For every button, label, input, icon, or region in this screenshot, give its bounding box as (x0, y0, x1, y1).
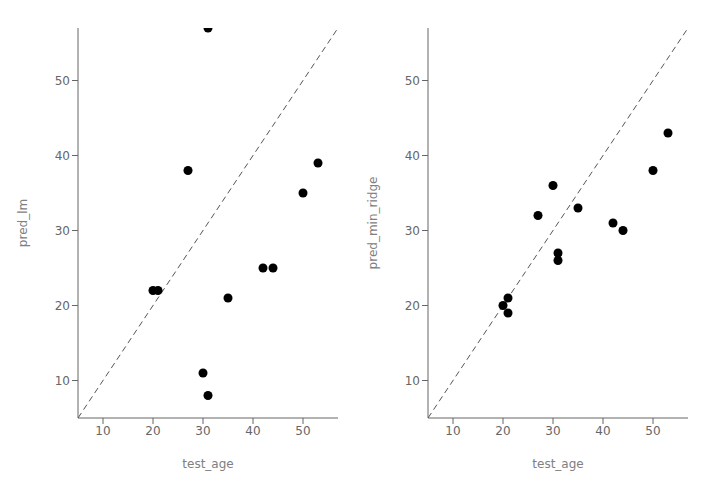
svg-text:30: 30 (195, 424, 210, 438)
svg-text:50: 50 (405, 74, 420, 88)
svg-text:30: 30 (55, 224, 70, 238)
svg-text:40: 40 (595, 424, 610, 438)
svg-text:20: 20 (145, 424, 160, 438)
svg-text:10: 10 (95, 424, 110, 438)
svg-text:40: 40 (245, 424, 260, 438)
svg-text:10: 10 (55, 374, 70, 388)
svg-text:40: 40 (405, 149, 420, 163)
svg-text:test_age: test_age (532, 457, 583, 471)
svg-text:50: 50 (295, 424, 310, 438)
svg-text:20: 20 (495, 424, 510, 438)
svg-text:20: 20 (405, 299, 420, 313)
svg-text:10: 10 (405, 374, 420, 388)
svg-text:pred_min_ridge: pred_min_ridge (366, 177, 380, 270)
svg-text:20: 20 (55, 299, 70, 313)
svg-text:30: 30 (545, 424, 560, 438)
svg-text:50: 50 (55, 74, 70, 88)
svg-text:30: 30 (405, 224, 420, 238)
svg-text:pred_lm: pred_lm (16, 199, 30, 247)
svg-text:40: 40 (55, 149, 70, 163)
svg-text:10: 10 (445, 424, 460, 438)
svg-text:50: 50 (645, 424, 660, 438)
svg-text:test_age: test_age (182, 457, 233, 471)
